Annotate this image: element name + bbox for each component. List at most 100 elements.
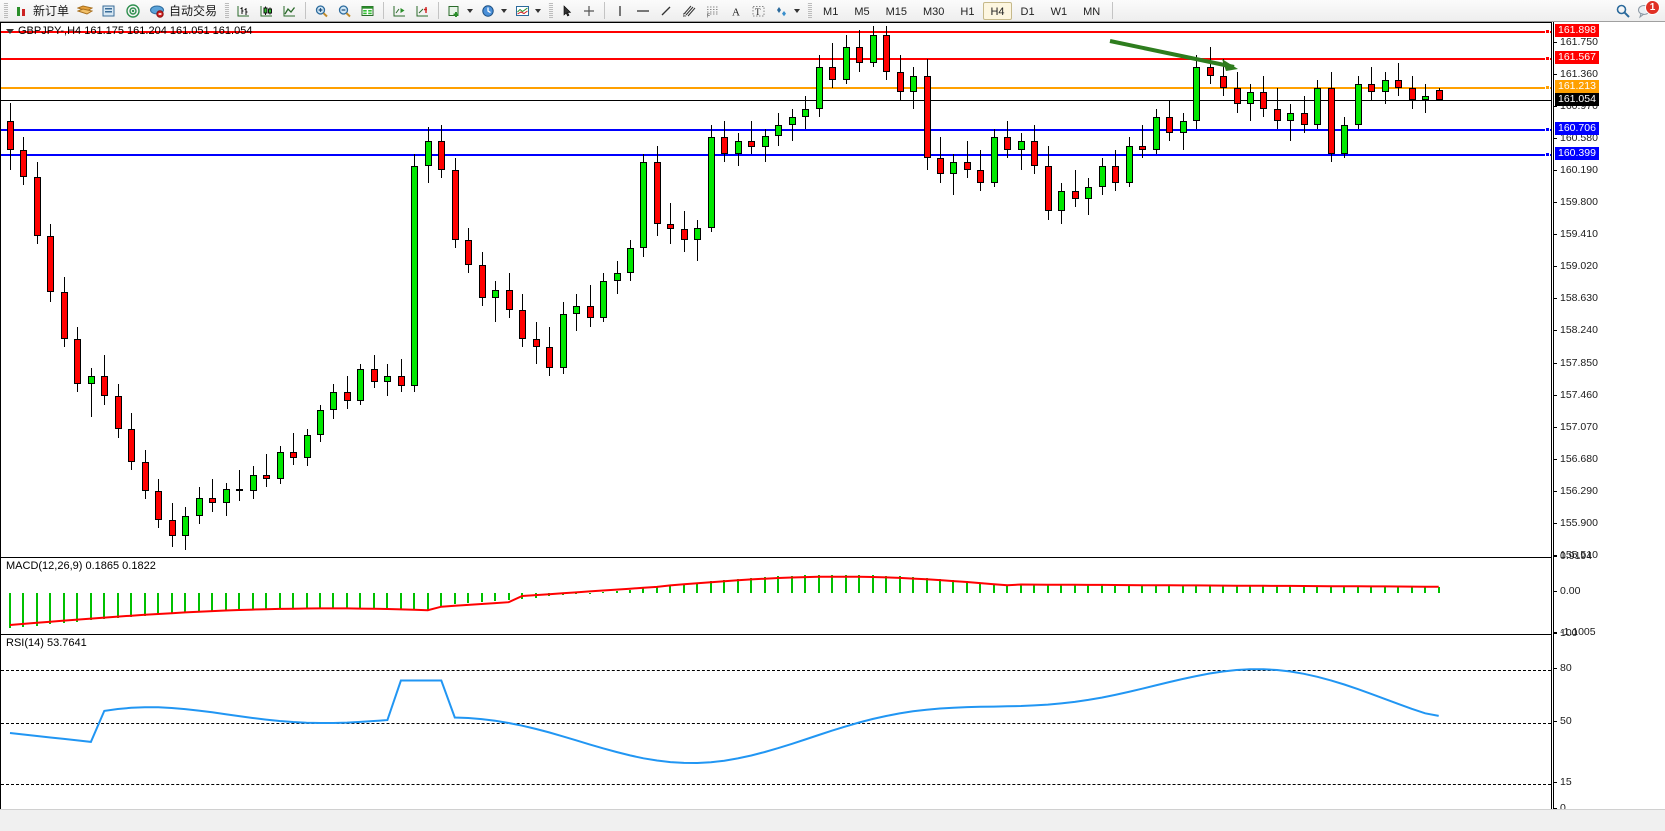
candle-wick — [697, 219, 699, 261]
line-chart-button[interactable] — [279, 1, 300, 21]
price-tag-current-price[interactable]: 161.054 — [1555, 92, 1599, 106]
price-level-handle[interactable] — [1545, 151, 1550, 157]
chevron-down-icon-3[interactable] — [535, 8, 542, 13]
macd-bar — [1222, 585, 1225, 593]
bar-chart-button[interactable] — [233, 1, 254, 21]
search-icon[interactable] — [1615, 3, 1631, 19]
price-tag-resistance[interactable]: 161.567 — [1555, 50, 1599, 64]
macd-bar — [130, 592, 133, 617]
timeframe-h1[interactable]: H1 — [960, 5, 975, 18]
macd-bar — [844, 574, 847, 593]
toolbar-grip[interactable] — [3, 2, 8, 19]
price-tag-support[interactable]: 160.706 — [1555, 121, 1599, 135]
chart-shift-button[interactable] — [389, 1, 410, 21]
chart-menu-caret-icon[interactable] — [6, 28, 14, 34]
signal-icon-button[interactable] — [122, 1, 144, 21]
candlestick — [236, 23, 244, 556]
notifications-button[interactable]: 1 — [1637, 0, 1660, 19]
cursor-button[interactable] — [557, 1, 577, 21]
timeframe-m30[interactable]: M30 — [923, 5, 945, 18]
macd-bar — [1329, 586, 1332, 593]
text-button[interactable]: A — [726, 1, 746, 21]
price-tag-resistance[interactable]: 161.898 — [1555, 23, 1599, 37]
text-icon: A — [732, 6, 740, 18]
horizontal-line-button[interactable] — [632, 1, 654, 21]
trendline-button[interactable] — [656, 1, 676, 21]
candlestick — [451, 23, 459, 556]
period-button[interactable] — [478, 1, 510, 21]
macd-bar — [831, 574, 834, 593]
timeframe-m15[interactable]: M15 — [885, 5, 907, 18]
timeframe-m5[interactable]: M5 — [854, 5, 870, 18]
grid-button[interactable] — [357, 1, 378, 21]
candlestick — [168, 23, 176, 556]
macd-bar — [197, 592, 200, 612]
candlestick-chart-button[interactable] — [256, 1, 277, 21]
rsi-pane[interactable]: RSI(14) 53.7641 — [1, 634, 1551, 809]
candle-body — [1125, 145, 1133, 183]
price-axis[interactable]: 161.750161.360160.970160.580160.190159.8… — [1553, 22, 1665, 814]
macd-pane[interactable]: MACD(12,26,9) 0.1865 0.1822 — [1, 557, 1551, 633]
candlestick — [1031, 23, 1039, 556]
trend-arrow-annotation[interactable] — [1106, 37, 1256, 77]
auto-trading-button[interactable]: 自动交易 — [146, 1, 220, 21]
chevron-down-icon-4[interactable] — [794, 8, 801, 13]
text-label-button[interactable]: T — [748, 1, 769, 21]
price-level-handle[interactable] — [1545, 84, 1550, 90]
fibonacci-button[interactable]: F — [702, 1, 724, 21]
chevron-down-icon[interactable] — [467, 8, 474, 13]
toolbar-grip-3[interactable] — [548, 2, 554, 19]
news-icon-button[interactable] — [98, 1, 120, 21]
objects-button[interactable] — [771, 1, 803, 21]
chevron-down-icon-2[interactable] — [501, 8, 508, 13]
candle-wick — [346, 375, 348, 409]
candlestick — [761, 23, 769, 556]
timeframe-m1[interactable]: M1 — [823, 5, 839, 18]
price-tag-support[interactable]: 160.399 — [1555, 146, 1599, 160]
price-level-line-pivot[interactable] — [1, 86, 1551, 89]
price-pane[interactable]: GBPJPY-,H4 161.175 161.204 161.051 161.0… — [1, 23, 1551, 556]
price-level-handle[interactable] — [1545, 126, 1550, 132]
crosshair-button[interactable] — [579, 1, 599, 21]
macd-bar — [1181, 585, 1184, 593]
price-level-handle[interactable] — [1545, 55, 1550, 61]
templates-button[interactable] — [512, 1, 544, 21]
rsi-line — [9, 668, 1439, 765]
candle-wick — [1074, 170, 1076, 208]
timeframe-d1[interactable]: D1 — [1020, 5, 1035, 18]
price-level-line-current-price[interactable] — [1, 99, 1551, 101]
candle-body — [788, 116, 796, 125]
candle-body — [573, 305, 581, 315]
macd-bar — [184, 592, 187, 613]
macd-bar — [224, 592, 227, 611]
candle-body — [1341, 124, 1349, 154]
equidistant-channel-button[interactable]: E — [678, 1, 700, 21]
macd-bar — [1410, 586, 1413, 593]
candle-body — [20, 149, 28, 177]
candle-body — [505, 289, 513, 311]
vertical-line-button[interactable] — [610, 1, 630, 21]
new-order-button[interactable]: 新订单 — [12, 1, 72, 21]
toolbar-grip-2[interactable] — [224, 2, 230, 19]
price-tick: 161.750 — [1554, 35, 1598, 48]
toolbar-grip-4[interactable] — [807, 2, 813, 19]
zoom-in-button[interactable] — [311, 1, 332, 21]
price-tag-pivot[interactable]: 161.213 — [1555, 79, 1599, 93]
price-level-line-support[interactable] — [1, 153, 1551, 156]
price-level-line-resistance[interactable] — [1, 30, 1551, 33]
indicators-button[interactable] — [444, 1, 476, 21]
timeframe-mn[interactable]: MN — [1083, 5, 1101, 18]
chart-frame[interactable]: GBPJPY-,H4 161.175 161.204 161.051 161.0… — [0, 22, 1552, 809]
price-tick: 156.290 — [1554, 484, 1598, 497]
zoom-out-button[interactable] — [334, 1, 355, 21]
timeframe-h4[interactable]: H4 — [983, 1, 1012, 20]
price-level-line-resistance[interactable] — [1, 57, 1551, 60]
candlestick — [343, 23, 351, 556]
timeframe-w1[interactable]: W1 — [1050, 5, 1068, 18]
macd-bar — [696, 582, 699, 593]
candlestick — [290, 23, 298, 556]
price-level-handle[interactable] — [1545, 28, 1550, 34]
folder-icon-button[interactable] — [74, 1, 96, 21]
auto-scroll-button[interactable] — [412, 1, 433, 21]
svg-text:F: F — [707, 13, 710, 18]
